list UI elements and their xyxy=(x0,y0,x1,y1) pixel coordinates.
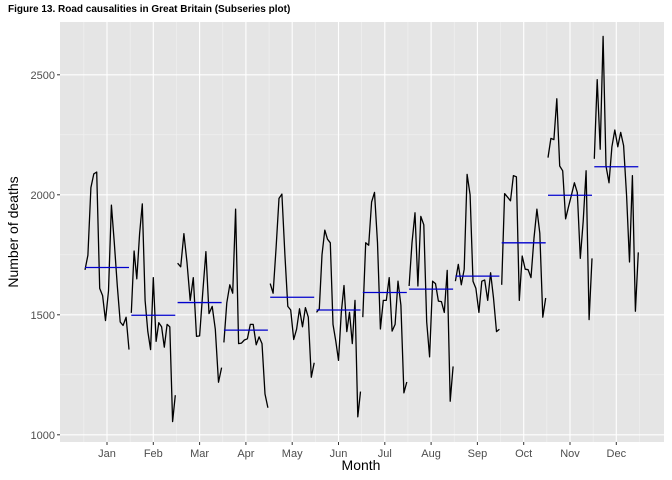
mean-layer xyxy=(85,166,639,331)
x-tick-label: Jun xyxy=(330,448,348,460)
subseries-line-feb xyxy=(130,203,176,423)
subseries-line-oct xyxy=(501,174,547,318)
subseries-line-jul xyxy=(362,191,408,394)
subseries-line-sep xyxy=(454,173,500,333)
plot-background xyxy=(60,22,664,442)
x-tick-label: Sep xyxy=(468,448,488,460)
subseries-line-may xyxy=(269,193,315,378)
y-tick-label: 2500 xyxy=(31,70,55,82)
y-tick-label: 1500 xyxy=(31,310,55,322)
x-tick-label: Jul xyxy=(378,448,392,460)
x-tick-label: May xyxy=(282,448,303,460)
series-layer xyxy=(84,35,639,423)
subseries-line-nov xyxy=(547,98,593,321)
axes: 1000 1500 2000 2500 Jan Feb Mar Apr May Jun Jul Aug… xyxy=(31,70,627,460)
x-tick-label: Jan xyxy=(98,448,116,460)
x-tick-label: Dec xyxy=(607,448,627,460)
subseries-line-mar xyxy=(177,233,223,383)
y-tick-label: 2000 xyxy=(31,190,55,202)
subseries-line-dec xyxy=(593,35,639,312)
subseries-line-apr xyxy=(223,208,269,408)
x-tick-label: Apr xyxy=(237,448,254,460)
x-axis-title: Month xyxy=(342,457,381,473)
subseries-line-aug xyxy=(408,212,454,402)
x-tick-label: Aug xyxy=(421,448,441,460)
x-tick-label: Feb xyxy=(144,448,163,460)
x-tick-label: Nov xyxy=(560,448,580,460)
y-axis-title: Number of deaths xyxy=(5,176,21,287)
x-tick-label: Mar xyxy=(190,448,209,460)
subseries-line-jun xyxy=(315,229,362,418)
subseries-line-jan xyxy=(84,171,130,350)
x-tick-label: Oct xyxy=(515,448,532,460)
y-tick-label: 1000 xyxy=(31,430,55,442)
chart-title: Figure 13. Road causalities in Great Bri… xyxy=(8,4,291,15)
